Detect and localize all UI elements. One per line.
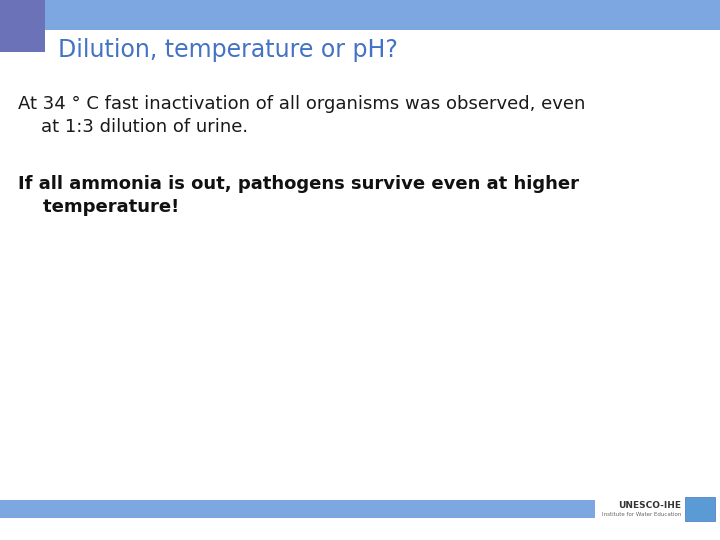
Text: If all ammonia is out, pathogens survive even at higher: If all ammonia is out, pathogens survive…	[18, 175, 579, 193]
Text: Dilution, temperature or pH?: Dilution, temperature or pH?	[58, 38, 398, 62]
Text: Institute for Water Education: Institute for Water Education	[602, 511, 681, 516]
Text: temperature!: temperature!	[18, 198, 179, 216]
Text: at 1:3 dilution of urine.: at 1:3 dilution of urine.	[18, 118, 248, 136]
Bar	[685, 497, 715, 521]
Text: UNESCO-IHE: UNESCO-IHE	[618, 501, 681, 510]
Bar	[0, 500, 595, 518]
Text: At 34 ° C fast inactivation of all organisms was observed, even: At 34 ° C fast inactivation of all organ…	[18, 95, 585, 113]
Bar	[0, 0, 720, 30]
Bar	[0, 0, 45, 52]
